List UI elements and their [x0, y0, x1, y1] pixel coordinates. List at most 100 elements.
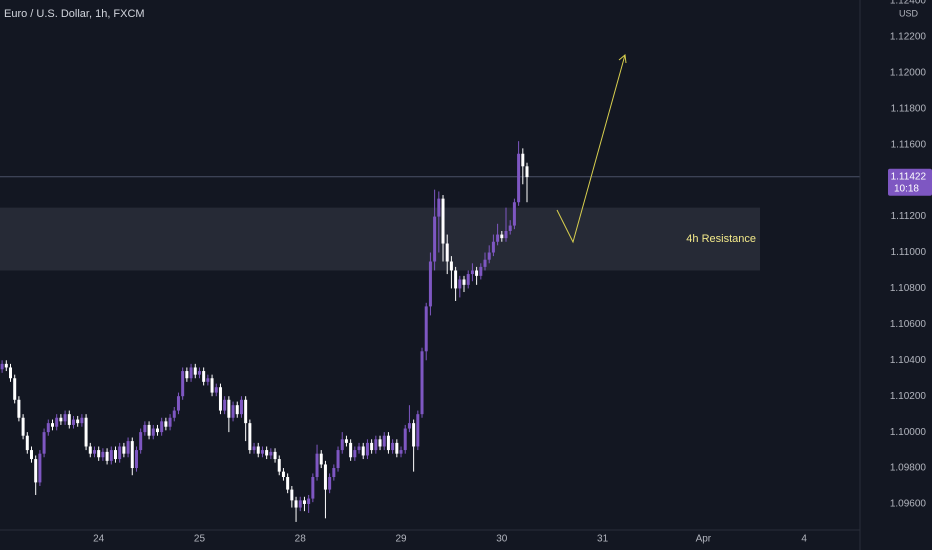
y-tick-label: 1.10600: [890, 319, 927, 330]
y-tick-label: 1.12000: [890, 68, 927, 79]
candle-body: [34, 459, 38, 483]
x-tick-label: Apr: [696, 534, 712, 545]
chart-title: Euro / U.S. Dollar, 1h, FXCM: [4, 8, 145, 20]
candle-body: [42, 432, 46, 454]
candle-body: [496, 234, 500, 242]
candle-body: [328, 477, 332, 490]
y-tick-label: 1.11000: [891, 247, 927, 258]
candle-body: [84, 417, 88, 447]
candle-body: [424, 306, 428, 352]
candle-body: [88, 446, 92, 454]
candle-body: [189, 367, 193, 379]
candle-body: [185, 371, 189, 379]
candle-body: [126, 441, 130, 454]
candle-body: [239, 399, 243, 415]
candle-body: [466, 274, 470, 285]
candle-body: [407, 423, 411, 429]
candle-body: [265, 450, 269, 456]
candle-body: [302, 500, 306, 504]
candle-body: [344, 439, 348, 443]
candle-body: [0, 363, 4, 370]
x-tick-label: 30: [496, 534, 508, 545]
candle-body: [118, 446, 122, 460]
candle-body: [386, 435, 390, 451]
candle-body: [92, 450, 96, 454]
candle-body: [395, 442, 399, 454]
candle-body: [269, 451, 273, 456]
candle-body: [17, 399, 21, 418]
currency-label: USD: [899, 8, 919, 18]
candle-body: [458, 279, 462, 289]
candle-body: [143, 424, 147, 433]
candle-body: [130, 441, 134, 469]
candle-body: [433, 216, 437, 262]
candle-body: [378, 439, 382, 447]
candle-body: [218, 387, 222, 411]
y-tick-label: 1.11800: [891, 103, 927, 114]
candle-body: [307, 498, 311, 504]
candle-body: [13, 378, 17, 400]
candle-body: [437, 198, 441, 217]
candle-body: [38, 453, 42, 483]
candle-body: [454, 270, 458, 289]
y-tick-label: 1.10200: [890, 391, 927, 402]
y-tick-label: 1.09600: [890, 499, 927, 510]
candle-body: [63, 414, 67, 422]
candle-body: [512, 202, 516, 226]
countdown-label: 10:18: [894, 183, 919, 194]
candle-body: [290, 489, 294, 501]
candle-body: [80, 417, 84, 424]
candle-body: [500, 234, 504, 239]
candle-body: [382, 435, 386, 447]
y-tick-label: 1.10800: [890, 283, 927, 294]
candle-body: [67, 414, 71, 425]
candle-body: [504, 230, 508, 239]
candle-body: [109, 450, 113, 461]
candle-body: [105, 451, 109, 461]
candle-body: [8, 367, 12, 379]
candle-body: [227, 399, 231, 418]
candle-body: [319, 453, 323, 465]
candle-body: [315, 453, 319, 478]
candle-body: [252, 446, 256, 451]
candle-body: [260, 450, 264, 454]
candle-body: [475, 270, 479, 276]
candle-body: [273, 451, 277, 460]
candle-body: [55, 417, 59, 427]
candle-body: [521, 153, 525, 167]
candle-body: [101, 451, 105, 458]
candle-body: [21, 417, 25, 436]
candle-body: [349, 442, 353, 458]
candle-body: [181, 371, 185, 397]
y-tick-label: 1.12200: [890, 32, 927, 43]
candle-body: [214, 387, 218, 393]
candle-body: [311, 477, 315, 499]
candle-body: [29, 450, 33, 460]
candle-body: [374, 439, 378, 451]
candle-body: [491, 241, 495, 253]
x-tick-label: 29: [395, 534, 407, 545]
y-tick-label: 1.10400: [890, 355, 927, 366]
candle-body: [428, 261, 432, 307]
candle-body: [206, 378, 210, 382]
candle-body: [357, 446, 361, 451]
candle-body: [122, 446, 126, 454]
candle-body: [210, 378, 214, 393]
candle-body: [420, 351, 424, 415]
candle-body: [445, 243, 449, 262]
candle-body: [248, 423, 252, 451]
candle-body: [487, 252, 491, 260]
candle-body: [416, 414, 420, 447]
candle-body: [403, 428, 407, 451]
y-tick-label: 1.12400: [890, 0, 927, 7]
candle-body: [323, 464, 327, 490]
candle-body: [151, 428, 155, 436]
candle-body: [244, 399, 248, 424]
candle-body: [412, 423, 416, 447]
candle-body: [50, 423, 54, 427]
candle-body: [71, 419, 75, 425]
candle-body: [517, 153, 521, 203]
candle-body: [256, 446, 260, 454]
candle-body: [155, 428, 159, 433]
